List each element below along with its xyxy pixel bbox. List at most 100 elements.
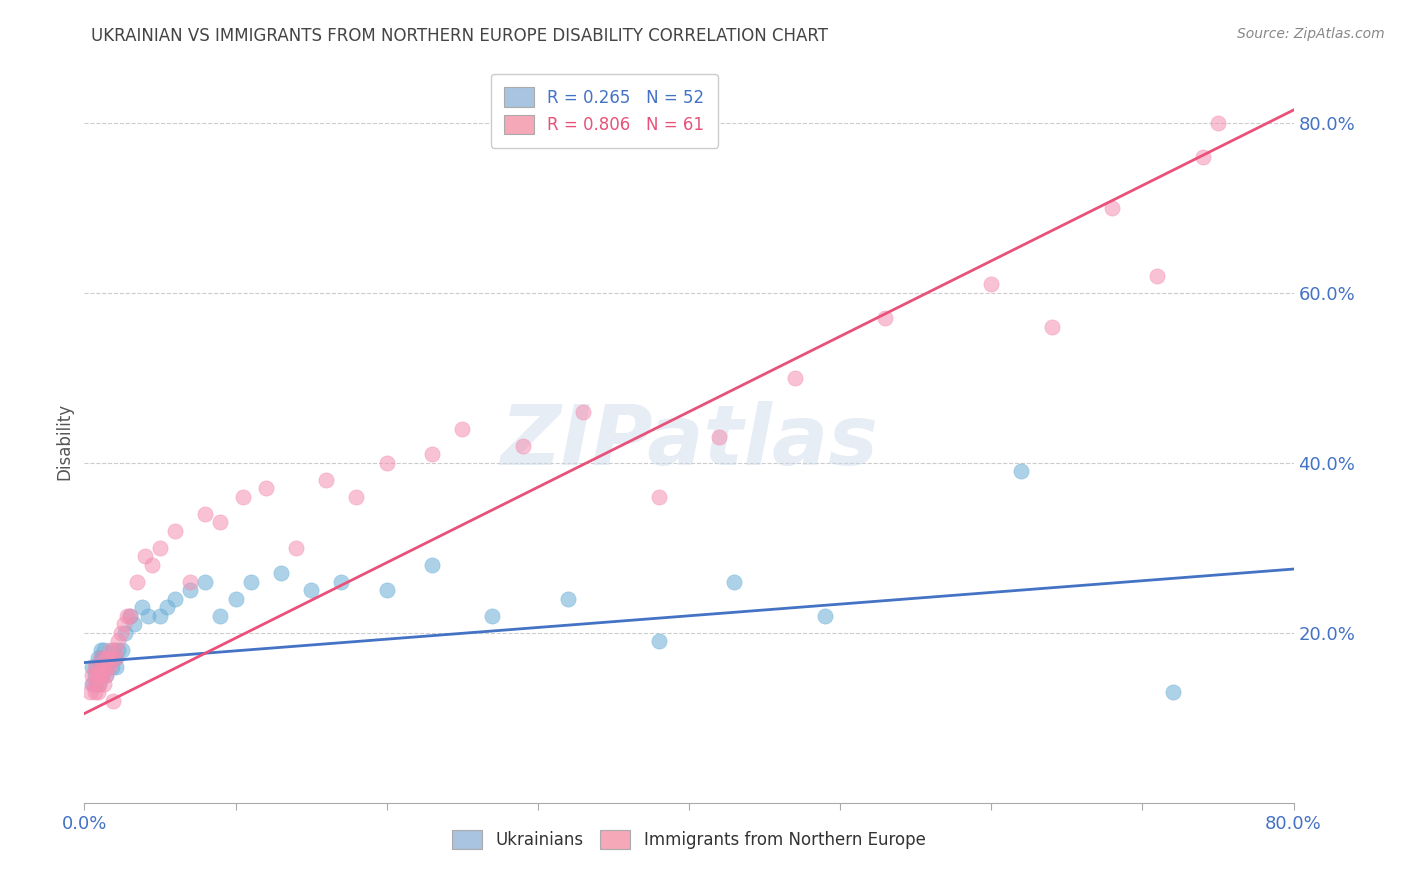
Point: [149, 608, 172, 623]
Point: [254, 481, 277, 495]
Point: [115, 608, 138, 623]
Point: [330, 574, 353, 589]
Point: [648, 634, 671, 648]
Point: [98, 651, 121, 665]
Point: [179, 574, 201, 589]
Legend: Ukrainians, Immigrants from Northern Europe: Ukrainians, Immigrants from Northern Eur…: [446, 823, 932, 856]
Point: [232, 490, 254, 504]
Point: [87, 685, 110, 699]
Point: [96, 660, 118, 674]
Point: [165, 591, 187, 606]
Point: [783, 371, 806, 385]
Point: [90, 651, 112, 665]
Point: [648, 490, 671, 504]
Point: [96, 651, 118, 665]
Point: [209, 516, 232, 530]
Point: [1192, 150, 1215, 164]
Point: [91, 668, 114, 682]
Point: [1040, 319, 1063, 334]
Point: [93, 660, 115, 674]
Point: [709, 430, 731, 444]
Point: [91, 651, 114, 665]
Point: [1101, 201, 1123, 215]
Point: [239, 574, 262, 589]
Point: [572, 405, 595, 419]
Point: [1146, 268, 1168, 283]
Point: [149, 541, 172, 555]
Point: [875, 311, 897, 326]
Point: [346, 490, 368, 504]
Point: [89, 660, 111, 674]
Point: [94, 668, 117, 682]
Point: [97, 651, 120, 665]
Point: [80, 660, 103, 674]
Point: [557, 591, 579, 606]
Point: [481, 608, 503, 623]
Point: [105, 651, 128, 665]
Point: [194, 574, 217, 589]
Point: [80, 677, 103, 691]
Point: [451, 422, 474, 436]
Point: [814, 608, 837, 623]
Y-axis label: Disability: Disability: [55, 403, 73, 480]
Point: [86, 660, 108, 674]
Point: [100, 660, 122, 674]
Point: [194, 507, 217, 521]
Point: [104, 651, 127, 665]
Point: [96, 660, 118, 674]
Point: [100, 651, 122, 665]
Point: [101, 694, 124, 708]
Text: UKRAINIAN VS IMMIGRANTS FROM NORTHERN EUROPE DISABILITY CORRELATION CHART: UKRAINIAN VS IMMIGRANTS FROM NORTHERN EU…: [91, 27, 828, 45]
Point: [89, 668, 111, 682]
Point: [131, 600, 153, 615]
Point: [112, 617, 135, 632]
Point: [94, 651, 117, 665]
Point: [1011, 464, 1033, 478]
Point: [110, 625, 132, 640]
Point: [315, 473, 337, 487]
Point: [93, 660, 115, 674]
Point: [141, 558, 163, 572]
Point: [127, 574, 149, 589]
Point: [84, 685, 107, 699]
Point: [94, 660, 117, 674]
Point: [104, 642, 127, 657]
Point: [118, 608, 141, 623]
Point: [82, 677, 104, 691]
Point: [1161, 685, 1184, 699]
Point: [89, 660, 111, 674]
Point: [91, 668, 114, 682]
Point: [118, 608, 141, 623]
Point: [114, 625, 136, 640]
Point: [225, 591, 247, 606]
Point: [122, 617, 145, 632]
Point: [375, 456, 398, 470]
Point: [107, 634, 129, 648]
Point: [90, 642, 112, 657]
Point: [93, 677, 115, 691]
Point: [91, 660, 114, 674]
Point: [96, 651, 118, 665]
Point: [90, 651, 112, 665]
Point: [80, 668, 103, 682]
Text: ZIPatlas: ZIPatlas: [501, 401, 877, 482]
Point: [375, 583, 398, 598]
Point: [105, 660, 128, 674]
Point: [111, 642, 134, 657]
Point: [285, 541, 308, 555]
Point: [980, 277, 1002, 292]
Point: [420, 447, 443, 461]
Point: [209, 608, 232, 623]
Point: [156, 600, 179, 615]
Point: [86, 668, 108, 682]
Point: [136, 608, 159, 623]
Point: [134, 549, 156, 564]
Point: [89, 677, 111, 691]
Point: [420, 558, 443, 572]
Point: [97, 660, 120, 674]
Point: [93, 642, 115, 657]
Point: [84, 660, 107, 674]
Point: [79, 685, 101, 699]
Point: [512, 439, 534, 453]
Point: [723, 574, 745, 589]
